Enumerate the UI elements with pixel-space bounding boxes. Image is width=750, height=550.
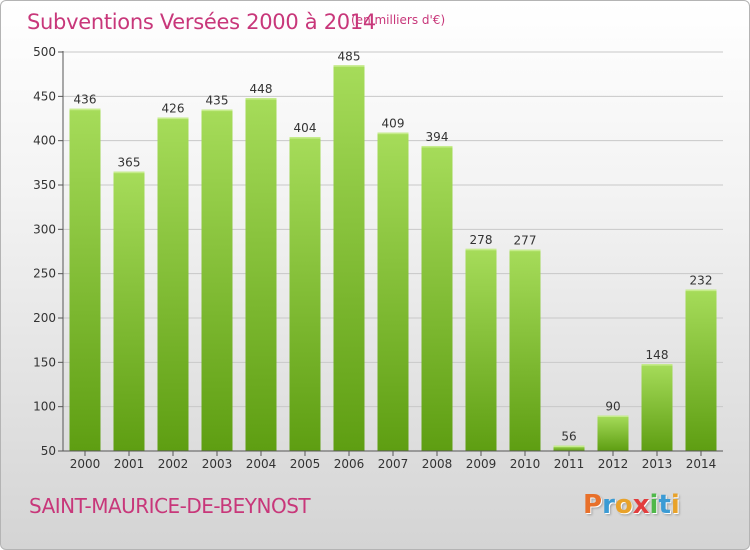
logo-letter: P — [583, 490, 603, 520]
bar-highlight — [465, 248, 497, 251]
bar-highlight — [245, 98, 277, 100]
bar-2003 — [201, 109, 233, 451]
logo-letter: r — [602, 490, 615, 520]
x-tick-label-2006: 2006 — [334, 457, 365, 471]
labels: 50 100 150 200 250 300 350 400 450 500 436 2000 365 2… — [33, 45, 716, 471]
bar-highlight — [641, 364, 673, 366]
y-tick-label: 250 — [33, 267, 56, 281]
value-label-2000: 436 — [74, 93, 97, 107]
y-tick-label: 150 — [33, 355, 56, 369]
value-label-2005: 404 — [294, 121, 317, 135]
chart-title: Subventions Versées 2000 à 2014 — [27, 10, 376, 34]
x-tick-label-2005: 2005 — [290, 457, 321, 471]
x-tick-label-2013: 2013 — [642, 457, 673, 471]
x-tick-label-2003: 2003 — [202, 457, 233, 471]
y-tick-label: 350 — [33, 178, 56, 192]
bar-highlight — [685, 289, 717, 292]
bar-2002 — [157, 117, 189, 451]
y-tick-label: 400 — [33, 134, 56, 148]
bar-2000 — [69, 108, 101, 451]
x-tick-label-2010: 2010 — [510, 457, 541, 471]
bar-highlight — [597, 415, 629, 418]
bars — [69, 65, 717, 452]
bar-highlight — [333, 65, 365, 67]
value-label-2011: 56 — [561, 430, 576, 444]
value-label-2001: 365 — [118, 156, 141, 170]
x-tick-label-2009: 2009 — [466, 457, 497, 471]
y-tick-label: 450 — [33, 89, 56, 103]
bar-2001 — [113, 171, 145, 451]
x-tick-label-2002: 2002 — [158, 457, 189, 471]
chart-subtitle: (en milliers d'€) — [351, 13, 446, 27]
value-label-2004: 448 — [250, 82, 273, 96]
value-label-2014: 232 — [690, 274, 713, 288]
bar-2010 — [509, 249, 541, 451]
bar-2009 — [465, 248, 497, 451]
value-label-2013: 148 — [646, 348, 669, 362]
value-label-2003: 435 — [206, 94, 229, 108]
logo-letter: i — [649, 490, 659, 520]
bar-2005 — [289, 137, 321, 451]
bar-highlight — [377, 132, 409, 135]
proxiti-logo: Proxiti — [583, 490, 680, 520]
y-tick-label: 500 — [33, 45, 56, 59]
bar-highlight — [113, 171, 145, 174]
bar-highlight — [421, 145, 453, 148]
x-tick-label-2008: 2008 — [422, 457, 453, 471]
axes — [58, 51, 723, 456]
bar-2012 — [597, 415, 629, 451]
commune-name: SAINT-MAURICE-DE-BEYNOST — [29, 494, 311, 518]
value-label-2007: 409 — [382, 117, 405, 131]
bar-2006 — [333, 65, 365, 452]
y-tick-label: 300 — [33, 222, 56, 236]
bar-2014 — [685, 289, 717, 451]
logo-letter: t — [658, 490, 671, 520]
x-tick-label-2000: 2000 — [70, 457, 101, 471]
value-label-2009: 278 — [470, 233, 493, 247]
bar-highlight — [509, 249, 541, 252]
y-tick-label: 100 — [33, 400, 56, 414]
value-label-2010: 277 — [514, 234, 537, 248]
logo-letter: i — [670, 490, 680, 520]
x-tick-label-2012: 2012 — [598, 457, 629, 471]
bar-2004 — [245, 98, 277, 452]
x-tick-label-2014: 2014 — [686, 457, 717, 471]
value-label-2006: 485 — [338, 49, 361, 63]
bar-highlight — [69, 108, 101, 111]
bar-2011 — [553, 445, 585, 451]
logo-letter: o — [614, 490, 633, 520]
y-tick-label: 200 — [33, 311, 56, 325]
x-tick-label-2007: 2007 — [378, 457, 409, 471]
bar-2007 — [377, 132, 409, 452]
bar-2013 — [641, 364, 673, 451]
value-label-2012: 90 — [605, 400, 620, 414]
x-tick-label-2011: 2011 — [554, 457, 585, 471]
logo-letter: x — [632, 490, 650, 520]
bar-highlight — [289, 137, 321, 139]
value-label-2002: 426 — [162, 102, 185, 116]
y-tick-label: 50 — [41, 444, 56, 458]
value-label-2008: 394 — [426, 130, 449, 144]
bar-2008 — [421, 145, 453, 451]
x-tick-label-2001: 2001 — [114, 457, 145, 471]
x-tick-label-2004: 2004 — [246, 457, 277, 471]
bar-highlight — [553, 445, 585, 448]
bar-highlight — [201, 109, 233, 112]
bar-highlight — [157, 117, 189, 120]
